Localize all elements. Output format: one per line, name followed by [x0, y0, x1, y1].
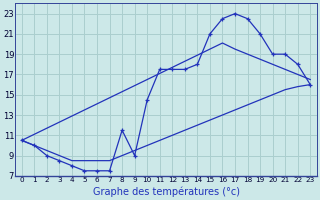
- X-axis label: Graphe des températures (°c): Graphe des températures (°c): [92, 186, 239, 197]
